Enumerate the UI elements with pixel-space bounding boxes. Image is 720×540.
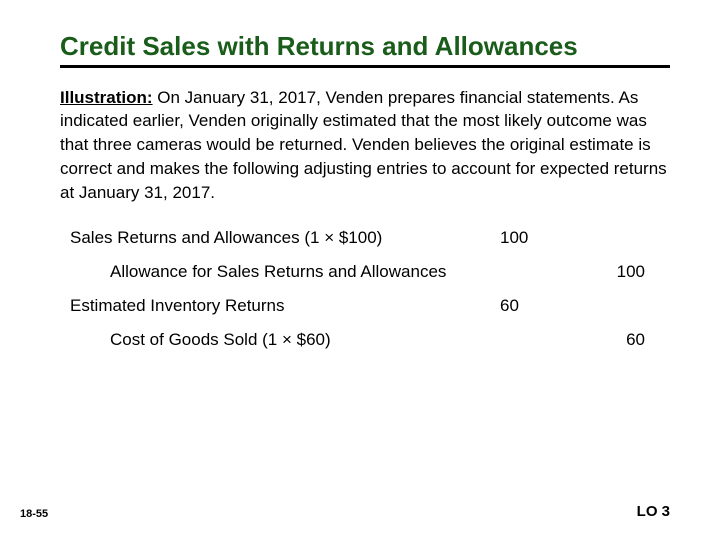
debit-value: 100 <box>500 228 575 248</box>
account-label: Cost of Goods Sold (1 × $60) <box>70 330 500 350</box>
entry-row: Estimated Inventory Returns 60 <box>70 296 670 316</box>
credit-value: 100 <box>575 262 645 282</box>
learning-objective: LO 3 <box>637 503 670 520</box>
entry-row: Cost of Goods Sold (1 × $60) 60 <box>70 330 670 350</box>
debit-value: 60 <box>500 296 575 316</box>
account-label: Estimated Inventory Returns <box>70 296 500 316</box>
account-label: Sales Returns and Allowances (1 × $100) <box>70 228 500 248</box>
credit-value: 60 <box>575 330 645 350</box>
account-label: Allowance for Sales Returns and Allowanc… <box>70 262 500 282</box>
illustration-paragraph: Illustration: On January 31, 2017, Vende… <box>60 86 670 205</box>
entry-row: Allowance for Sales Returns and Allowanc… <box>70 262 670 282</box>
illustration-lead: Illustration: <box>60 88 153 107</box>
slide-title: Credit Sales with Returns and Allowances <box>60 30 670 68</box>
journal-entries: Sales Returns and Allowances (1 × $100) … <box>70 228 670 350</box>
page-number: 18-55 <box>20 508 48 520</box>
slide: Credit Sales with Returns and Allowances… <box>0 0 720 540</box>
entry-row: Sales Returns and Allowances (1 × $100) … <box>70 228 670 248</box>
